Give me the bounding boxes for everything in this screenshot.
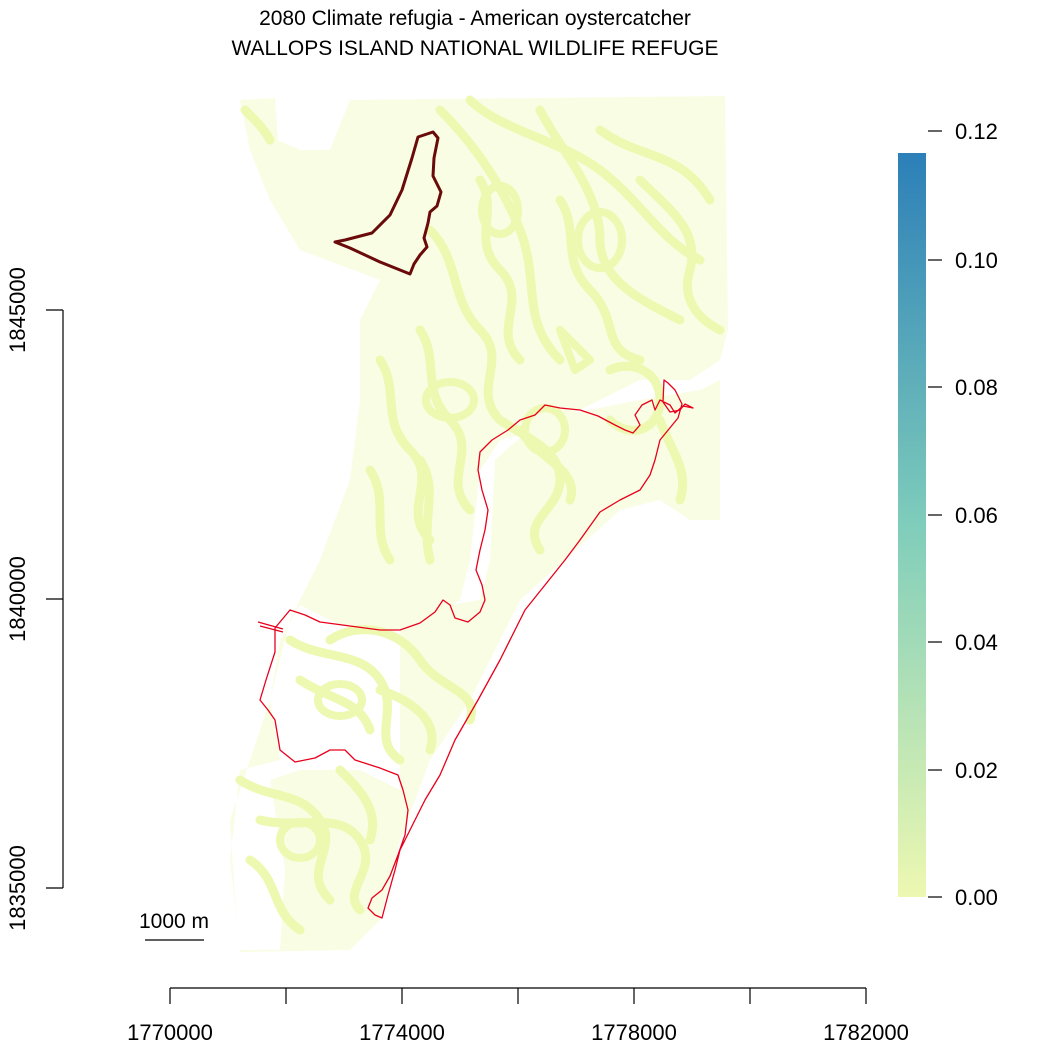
raster-loop [314, 680, 366, 720]
raster-channel [415, 455, 435, 565]
map-subtitle: WALLOPS ISLAND NATIONAL WILDLIFE REFUGE [231, 37, 719, 60]
colorbar-label: 0.12 [955, 119, 998, 144]
y-tick-labels: 1845000 1840000 1835000 [5, 267, 30, 931]
x-tick-label-1778000: 1778000 [591, 1020, 677, 1045]
raster-channel [245, 855, 305, 935]
x-tick-labels: 1770000 1774000 1778000 1782000 [127, 1020, 909, 1045]
refuge-boundary-main [259, 379, 694, 919]
raster-channel [295, 675, 375, 735]
raster-channel [635, 175, 725, 335]
colorbar-label: 0.00 [955, 885, 998, 910]
colorbar-ramp [898, 153, 926, 897]
colorbar-label: 0.02 [955, 758, 998, 783]
colorbar-label: 0.06 [955, 503, 998, 528]
raster-channel [335, 765, 378, 845]
x-axis [169, 987, 867, 1004]
colorbar-label: 0.04 [955, 630, 998, 655]
raster-loop [276, 818, 324, 862]
x-tick-label-1770000: 1770000 [127, 1020, 213, 1045]
colorbar-ticks [928, 130, 942, 898]
raster-loops [276, 182, 626, 862]
map-title: 2080 Climate refugia - American oysterca… [259, 7, 691, 30]
y-tick-label-1845000: 1845000 [5, 267, 30, 353]
raster-channel [595, 125, 715, 205]
y-axis [46, 309, 64, 889]
raster-channel [465, 95, 705, 265]
raster-channel [425, 225, 505, 425]
colorbar-label: 0.10 [955, 248, 998, 273]
scale-bar-label: 1000 m [139, 910, 209, 933]
raster-channel [375, 355, 435, 545]
raster-channel [240, 105, 275, 145]
north-parcel-boundary [333, 130, 443, 276]
raster-loop [574, 208, 626, 272]
raster-channel [555, 195, 645, 365]
y-tick-label-1835000: 1835000 [5, 845, 30, 931]
raster-channel [325, 625, 477, 725]
y-tick-label-1840000: 1840000 [5, 556, 30, 642]
colorbar: 0.00 0.02 0.04 0.06 0.08 0.10 0.12 [898, 119, 998, 910]
raster-channel [475, 175, 525, 365]
boundaries [257, 130, 694, 919]
colorbar-labels: 0.00 0.02 0.04 0.06 0.08 0.10 0.12 [955, 119, 998, 910]
raster-channel [655, 415, 688, 505]
raster-channel [375, 685, 437, 755]
raster-channel [535, 105, 685, 325]
raster-loop [521, 404, 569, 456]
scale-bar: 1000 m [139, 910, 209, 941]
x-tick-label-1782000: 1782000 [823, 1020, 909, 1045]
refuge-boundary-spur [257, 621, 284, 633]
raster-channel [435, 105, 565, 365]
raster-loop [556, 326, 594, 374]
refugia-raster [230, 95, 728, 952]
raster-channel [285, 635, 405, 765]
raster-loop [422, 378, 478, 422]
raster-loop [478, 182, 522, 238]
x-tick-label-1774000: 1774000 [359, 1020, 445, 1045]
colorbar-label: 0.08 [955, 375, 998, 400]
raster-channel [365, 465, 395, 565]
